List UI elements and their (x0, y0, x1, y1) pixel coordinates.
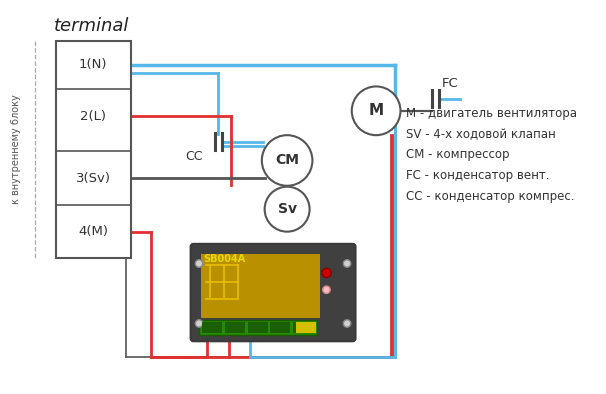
Bar (201, 254, 320, 318)
Text: 4(M): 4(M) (78, 225, 108, 238)
Text: 2(L): 2(L) (80, 110, 106, 123)
Circle shape (344, 260, 351, 267)
Circle shape (323, 286, 330, 294)
Circle shape (322, 268, 331, 277)
Text: M: M (368, 103, 384, 118)
Text: CM: CM (275, 154, 299, 167)
Bar (270, 322, 290, 333)
Text: Sv: Sv (278, 202, 296, 216)
Circle shape (351, 86, 401, 135)
Circle shape (265, 187, 310, 232)
Text: CM - компрессор: CM - компрессор (406, 149, 510, 161)
Bar (248, 322, 268, 333)
Text: SB004A: SB004A (203, 254, 245, 264)
Text: к внутреннему блоку: к внутреннему блоку (12, 94, 21, 204)
Circle shape (195, 320, 203, 327)
Circle shape (344, 320, 351, 327)
Bar (293, 322, 313, 333)
Text: 1(N): 1(N) (79, 58, 107, 71)
Text: 3(Sv): 3(Sv) (76, 172, 111, 185)
FancyBboxPatch shape (191, 244, 356, 341)
Bar (296, 322, 316, 333)
Text: SV - 4-х ходовой клапан: SV - 4-х ходовой клапан (406, 128, 556, 141)
Text: FC: FC (442, 77, 459, 90)
Circle shape (262, 135, 313, 186)
Bar (199, 320, 317, 335)
Text: CC: CC (185, 150, 203, 163)
Text: FC - конденсатор вент.: FC - конденсатор вент. (406, 169, 550, 182)
Bar (202, 322, 222, 333)
Bar (225, 322, 245, 333)
Circle shape (195, 260, 203, 267)
Text: CC - конденсатор компрес.: CC - конденсатор компрес. (406, 190, 574, 203)
Bar (56, 41, 131, 258)
Text: M - двигатель вентилятора: M - двигатель вентилятора (406, 107, 577, 120)
Text: terminal: terminal (54, 17, 129, 35)
